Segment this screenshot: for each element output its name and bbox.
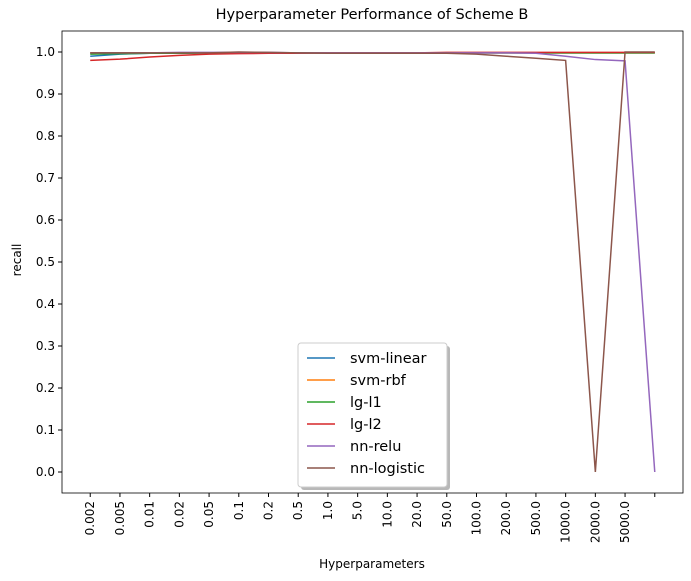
y-tick-label: 0.9 [36,87,55,101]
x-tick-label: 1.0 [321,501,335,520]
x-tick-label: 200.0 [499,501,513,535]
x-tick-label: 0.02 [172,501,186,528]
y-tick-label: 0.6 [36,213,55,227]
x-tick-label: 100.0 [469,501,483,535]
y-tick-label: 0.5 [36,255,55,269]
x-tick-label: 2000.0 [588,501,602,543]
x-tick-label: 0.002 [83,501,97,535]
y-tick-label: 0.7 [36,171,55,185]
y-tick-label: 0.8 [36,129,55,143]
y-tick-label: 0.1 [36,423,55,437]
x-tick-label: 0.05 [202,501,216,528]
x-tick-label: 500.0 [529,501,543,535]
x-tick-label: 50.0 [440,501,454,528]
series-line [90,51,655,473]
legend-label: nn-logistic [350,461,425,477]
legend-frame [297,342,448,488]
y-tick-label: 0.0 [36,465,55,479]
x-tick-label: 0.5 [291,501,305,520]
chart-title: Hyperparameter Performance of Scheme B [216,7,529,23]
x-tick-label: 0.01 [143,501,157,528]
plot-frame [61,30,684,494]
x-tick-label: 0.005 [113,501,127,535]
legend-label: lg-l2 [350,417,382,433]
x-tick-label: 10.0 [380,501,394,528]
legend-label: nn-relu [350,439,401,455]
x-tick-label: 1000.0 [559,501,573,543]
legend-label: svm-linear [350,351,427,367]
y-tick-label: 0.3 [36,339,55,353]
y-tick-label: 0.4 [36,297,55,311]
x-tick-label: 20.0 [410,501,424,528]
y-tick-label: 0.2 [36,381,55,395]
y-tick-label: 1.0 [36,45,55,59]
x-tick-label: 5.0 [351,501,365,520]
x-tick-label: 5000.0 [618,501,632,543]
legend-label: svm-rbf [350,373,407,389]
x-axis-label: Hyperparameters [319,557,425,571]
y-axis-label: recall [10,244,24,277]
x-tick-label: 0.1 [232,501,246,520]
legend-label: lg-l1 [350,395,382,411]
x-tick-label: 0.2 [262,501,276,520]
